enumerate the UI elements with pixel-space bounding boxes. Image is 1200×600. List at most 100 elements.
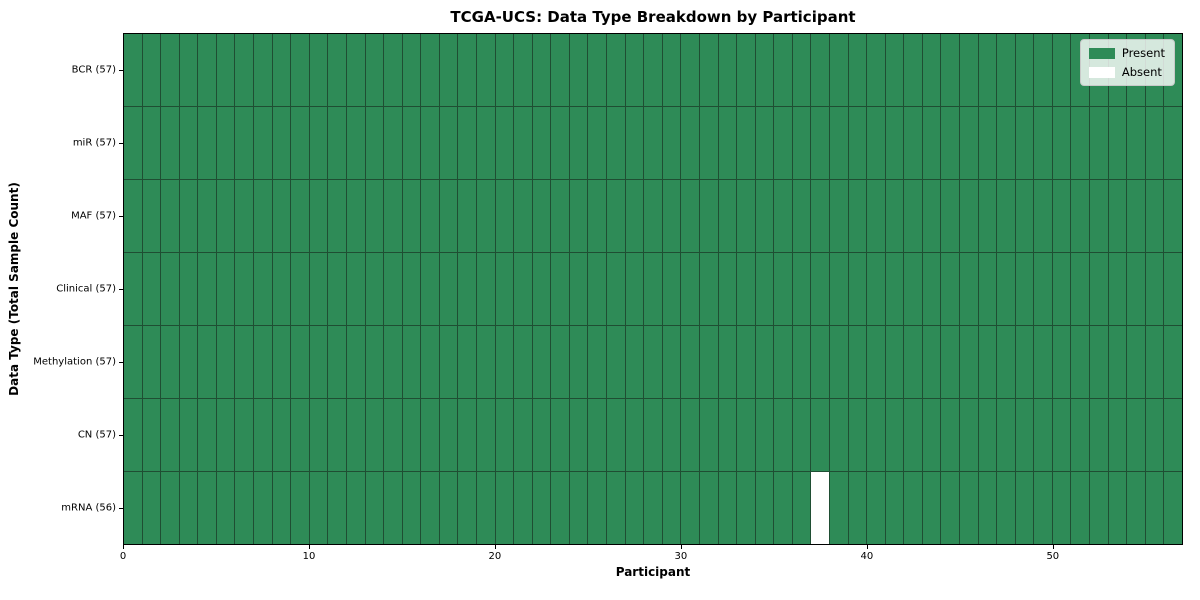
present-cell: [1052, 107, 1072, 179]
present-cell: [384, 253, 403, 325]
legend-label: Absent: [1121, 65, 1162, 79]
present-cell: [291, 399, 310, 471]
present-cell: [476, 326, 496, 398]
present-cell: [867, 107, 886, 179]
y-tick-label: Clinical (57): [56, 283, 116, 295]
present-cell: [328, 253, 347, 325]
present-cell: [607, 399, 626, 471]
present-cell: [625, 180, 645, 252]
heatmap-row-mrna: [124, 472, 1182, 544]
present-cell: [179, 107, 199, 179]
present-cell: [662, 107, 682, 179]
present-cell: [625, 399, 645, 471]
present-cell: [829, 326, 849, 398]
y-tick-label: CN (57): [77, 429, 116, 441]
present-cell: [514, 326, 533, 398]
present-cell: [272, 472, 292, 544]
y-tick-mark: [119, 289, 123, 290]
present-cell: [532, 180, 552, 252]
present-cell: [532, 253, 552, 325]
x-tick-mark: [494, 545, 496, 549]
present-cell: [291, 34, 310, 106]
present-cell: [922, 326, 942, 398]
present-cell: [588, 253, 608, 325]
present-cell: [1090, 180, 1109, 252]
present-cell: [960, 472, 979, 544]
present-cell: [198, 472, 217, 544]
present-cell: [625, 326, 645, 398]
present-cell: [1034, 399, 1053, 471]
heatmap-row-mir: [124, 107, 1182, 180]
present-cell: [1090, 107, 1109, 179]
present-cell: [309, 399, 329, 471]
present-cell: [922, 107, 942, 179]
present-cell: [1164, 326, 1182, 398]
present-cell: [699, 253, 719, 325]
present-cell: [625, 253, 645, 325]
present-cell: [941, 399, 961, 471]
present-cell: [607, 472, 626, 544]
present-cell: [124, 107, 143, 179]
present-cell: [142, 472, 162, 544]
present-cell: [1034, 107, 1053, 179]
present-cell: [1108, 399, 1128, 471]
present-cell: [124, 180, 143, 252]
present-cell: [142, 180, 162, 252]
present-cell: [737, 399, 756, 471]
present-cell: [439, 34, 459, 106]
present-cell: [551, 253, 570, 325]
present-cell: [142, 34, 162, 106]
x-tick-label: 0: [119, 551, 127, 562]
present-cell: [161, 472, 180, 544]
x-tick-mark: [680, 545, 682, 549]
present-cell: [272, 399, 292, 471]
present-cell: [254, 253, 273, 325]
present-cell: [514, 34, 533, 106]
present-cell: [142, 107, 162, 179]
present-cell: [997, 34, 1016, 106]
present-cell: [718, 399, 738, 471]
present-cell: [867, 472, 886, 544]
present-cell: [1034, 180, 1053, 252]
present-cell: [532, 326, 552, 398]
present-cell: [216, 253, 236, 325]
present-cell: [755, 472, 775, 544]
present-cell: [198, 253, 217, 325]
present-cell: [514, 180, 533, 252]
present-cell: [495, 253, 515, 325]
present-cell: [1145, 107, 1165, 179]
present-cell: [384, 34, 403, 106]
present-cell: [997, 253, 1016, 325]
present-cell: [737, 472, 756, 544]
present-cell: [551, 180, 570, 252]
present-cell: [1034, 472, 1053, 544]
present-cell: [1164, 180, 1182, 252]
present-cell: [811, 180, 830, 252]
present-cell: [885, 180, 905, 252]
y-tick-mark: [119, 435, 123, 437]
present-cell: [774, 34, 793, 106]
present-cell: [1090, 472, 1109, 544]
present-cell: [458, 326, 477, 398]
present-cell: [1145, 253, 1165, 325]
present-cell: [774, 326, 793, 398]
present-cell: [885, 472, 905, 544]
legend-swatch-present: [1088, 47, 1115, 59]
present-cell: [328, 399, 347, 471]
present-cell: [551, 399, 570, 471]
present-cell: [737, 180, 756, 252]
present-cell: [681, 34, 700, 106]
present-cell: [421, 399, 440, 471]
present-cell: [755, 326, 775, 398]
present-cell: [718, 472, 738, 544]
present-cell: [309, 180, 329, 252]
present-cell: [365, 253, 385, 325]
present-cell: [755, 253, 775, 325]
present-cell: [328, 326, 347, 398]
present-cell: [495, 399, 515, 471]
present-cell: [328, 472, 347, 544]
present-cell: [588, 472, 608, 544]
present-cell: [365, 34, 385, 106]
present-cell: [960, 180, 979, 252]
